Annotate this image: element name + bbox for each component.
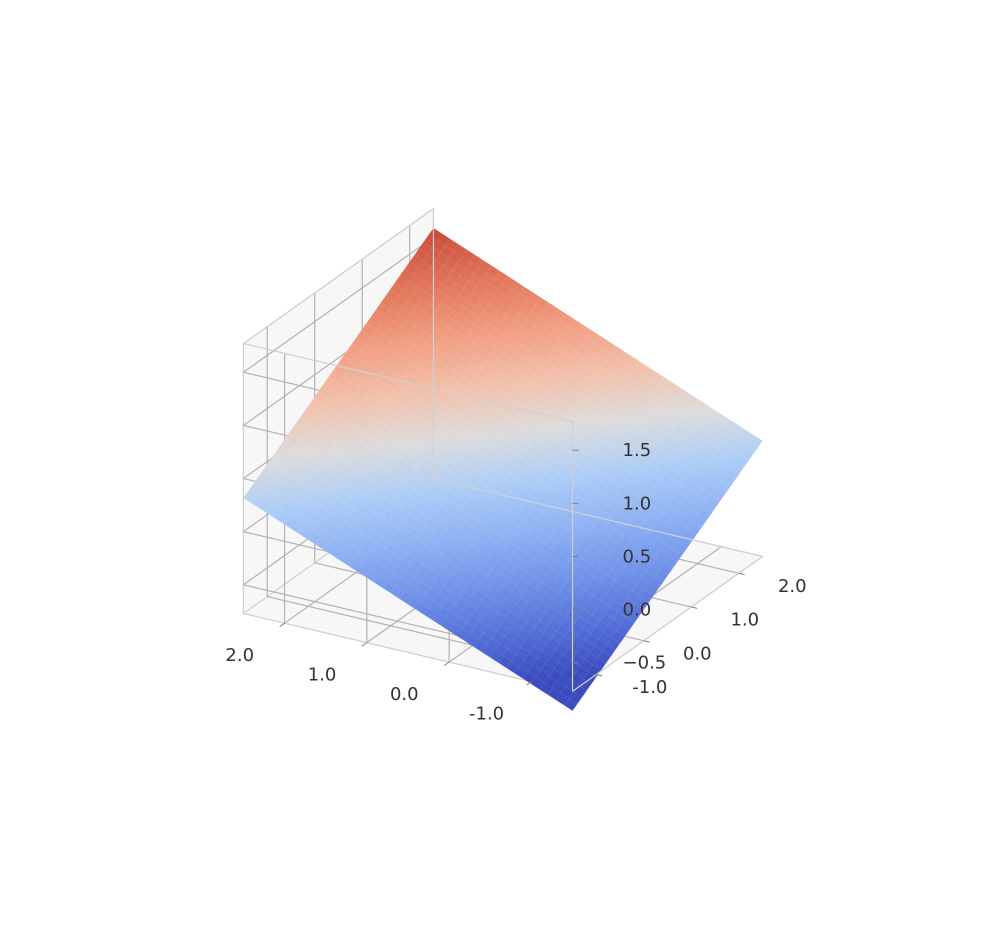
z-tick-label: 1.5 bbox=[623, 440, 652, 461]
z-tick-label: −0.5 bbox=[623, 653, 667, 674]
y-tick-label: -1.0 bbox=[469, 703, 504, 724]
y-tick-label: 0.0 bbox=[390, 684, 419, 705]
z-tick-label: 0.5 bbox=[623, 546, 652, 567]
y-tick-label: 2.0 bbox=[225, 645, 254, 666]
y-tick-label: 1.0 bbox=[308, 664, 337, 685]
z-tick-label: 0.0 bbox=[623, 600, 652, 621]
x-tick-label: -1.0 bbox=[632, 677, 667, 698]
x-tick-label: 0.0 bbox=[683, 643, 712, 664]
surface-3d-chart: -1.0 0.0 1.0 2.0 -1.0 0.0 1.0 2.0 −0.5 0.0 0.5 1.0 1… bbox=[0, 0, 1007, 945]
x-tick-label: 1.0 bbox=[730, 610, 759, 631]
chart-svg: -1.0 0.0 1.0 2.0 -1.0 0.0 1.0 2.0 −0.5 0.0 0.5 1.0 1… bbox=[0, 0, 1007, 945]
x-tick-label: 2.0 bbox=[778, 576, 807, 597]
z-tick-label: 1.0 bbox=[623, 493, 652, 514]
